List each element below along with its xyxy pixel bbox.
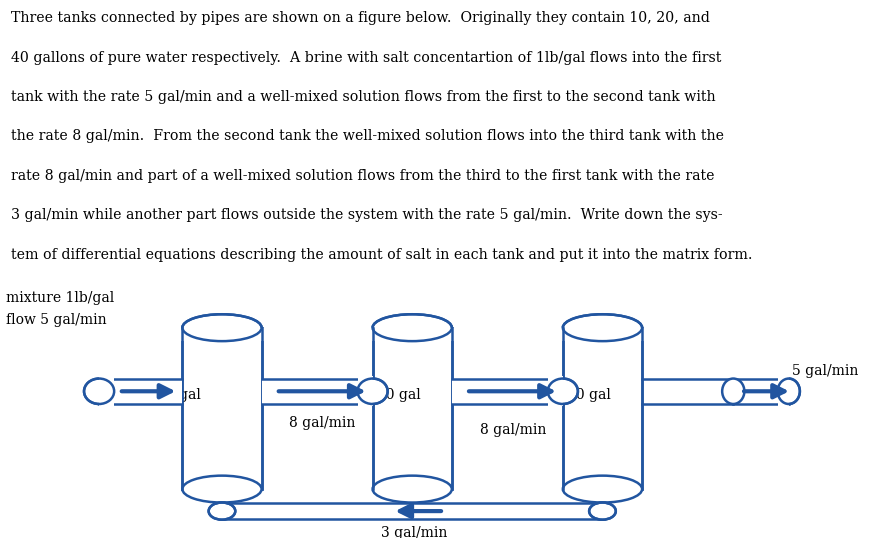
Text: 8 gal/min: 8 gal/min — [480, 423, 546, 437]
Bar — [562, 328, 642, 489]
Text: 3 gal/min while another part flows outside the system with the rate 5 gal/min.  : 3 gal/min while another part flows outsi… — [11, 208, 723, 222]
Ellipse shape — [548, 379, 578, 404]
Text: mixture 1lb/gal: mixture 1lb/gal — [6, 291, 114, 305]
Bar — [358, 376, 372, 406]
Text: 8 gal/min: 8 gal/min — [290, 416, 356, 430]
Bar — [733, 379, 789, 404]
Text: Three tanks connected by pipes are shown on a figure below.  Originally they con: Three tanks connected by pipes are shown… — [11, 11, 710, 25]
Bar — [182, 328, 262, 489]
Ellipse shape — [562, 314, 642, 341]
Bar — [559, 328, 646, 341]
Ellipse shape — [208, 502, 235, 520]
Ellipse shape — [182, 314, 262, 341]
Bar — [452, 379, 562, 404]
Bar — [369, 328, 456, 341]
Ellipse shape — [594, 505, 611, 517]
Ellipse shape — [214, 505, 230, 517]
Bar — [179, 328, 266, 341]
Text: flow 5 gal/min: flow 5 gal/min — [6, 313, 107, 327]
Ellipse shape — [722, 379, 745, 404]
Text: 20 gal: 20 gal — [377, 388, 420, 402]
Ellipse shape — [84, 379, 114, 404]
Bar — [372, 328, 452, 489]
Bar — [778, 376, 789, 406]
Ellipse shape — [358, 379, 388, 404]
Ellipse shape — [372, 476, 452, 502]
Text: 3 gal/min: 3 gal/min — [380, 526, 446, 538]
Text: tem of differential equations describing the amount of salt in each tank and put: tem of differential equations describing… — [11, 247, 753, 261]
Text: 40 gallons of pure water respectively.  A brine with salt concentartion of 1lb/g: 40 gallons of pure water respectively. A… — [11, 51, 722, 65]
Text: 40 gal: 40 gal — [567, 388, 610, 402]
Ellipse shape — [372, 314, 452, 341]
Bar — [548, 376, 562, 406]
Ellipse shape — [778, 379, 800, 404]
Ellipse shape — [589, 502, 616, 520]
Bar — [99, 379, 182, 404]
Ellipse shape — [182, 476, 262, 502]
Text: rate 8 gal/min and part of a well-mixed solution flows from the third to the fir: rate 8 gal/min and part of a well-mixed … — [11, 169, 715, 183]
Text: 5 gal/min: 5 gal/min — [792, 364, 858, 378]
Text: tank with the rate 5 gal/min and a well-mixed solution flows from the first to t: tank with the rate 5 gal/min and a well-… — [11, 90, 716, 104]
Text: the rate 8 gal/min.  From the second tank the well-mixed solution flows into the: the rate 8 gal/min. From the second tank… — [11, 130, 725, 144]
Bar — [262, 379, 372, 404]
Text: 10 gal: 10 gal — [157, 388, 201, 402]
Bar — [99, 376, 114, 406]
Ellipse shape — [562, 476, 642, 502]
